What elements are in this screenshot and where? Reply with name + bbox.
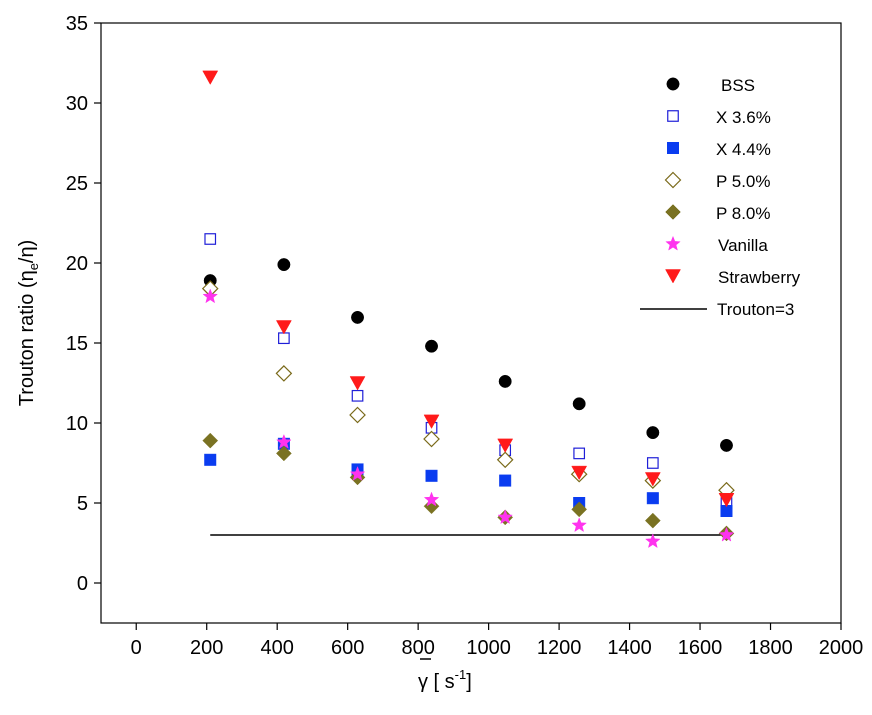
point-0-2 [351,310,364,324]
point-1-0 [204,233,217,245]
x-tick-label-0: 0 [131,637,142,659]
legend-label-3: P 5.0% [716,172,771,191]
point-4-5 [571,501,588,518]
legend-symbol-6 [665,269,681,284]
y-tick-label-5: 5 [77,493,88,515]
plot-frame [100,22,842,624]
point-2-0 [204,453,217,466]
point-1-6 [646,457,659,469]
y-tick-label-30: 30 [66,93,88,115]
point-1-1 [278,332,290,345]
point-0-7 [720,438,733,452]
point-5-5 [571,517,587,533]
point-0-6 [646,426,660,440]
svg-text:γ [ s-1]: γ [ s-1] [418,667,472,693]
point-0-1 [277,258,291,272]
point-2-3 [425,469,438,482]
point-5-3 [423,491,440,507]
point-6-3 [423,414,440,429]
y-tick-label-15: 15 [66,333,88,355]
point-6-4 [497,438,514,453]
point-0-3 [425,339,438,353]
x-tick-label-1000: 1000 [466,637,511,659]
point-5-1 [276,434,292,449]
legend-symbol-1 [667,110,679,122]
point-3-2 [349,406,366,424]
x-tick-label-1600: 1600 [678,637,723,659]
axis-ticks: 0 200 400 600 800 1000 1200 1400 1600 1800 2000 0 5 1… [66,13,864,659]
point-3-3 [423,430,440,448]
x-axis-label-unit-close: ] [466,671,472,693]
y-tick-label-0: 0 [77,573,88,595]
y-tick-label-35: 35 [66,13,88,35]
x-tick-label-600: 600 [331,637,364,659]
x-tick-label-200: 200 [190,637,223,659]
point-5-4 [497,509,513,525]
y-axis-label-rest: /η) [16,240,38,263]
legend-label-1: X 3.6% [716,108,771,127]
y-tick-label-25: 25 [66,173,88,195]
point-6-6 [644,472,661,487]
point-3-1 [275,365,293,382]
point-5-7 [718,526,735,542]
data-points [201,70,735,549]
point-1-2 [351,389,364,402]
x-tick-label-2000: 2000 [819,637,864,659]
series-bss [203,258,733,452]
point-4-6 [644,512,661,529]
x-tick-label-1200: 1200 [537,637,582,659]
legend-label-2: X 4.4% [716,140,771,159]
legend-label-4: P 8.0% [716,204,771,223]
point-5-2 [349,466,366,481]
x-tick-label-1800: 1800 [748,637,793,659]
x-tick-label-400: 400 [261,637,294,659]
point-5-0 [202,288,219,304]
point-4-1 [276,445,292,462]
point-6-2 [349,376,366,391]
point-0-4 [498,374,512,388]
legend-symbol-0 [666,77,680,91]
point-0-5 [572,397,586,411]
point-6-7 [718,493,735,508]
series-strawberry [202,70,735,508]
legend-label-0: BSS [721,76,755,95]
point-6-1 [275,320,292,335]
y-axis-label: Trouton ratio (ηe/η) [16,240,41,407]
legend: BSS X 3.6% X 4.4% P 5.0% P 8.0% Vanilla Strawb… [640,76,801,319]
point-1-5 [573,447,586,460]
y-tick-label-10: 10 [66,413,88,435]
point-6-5 [571,465,588,481]
y-axis-label-main: Trouton ratio (η [16,270,38,406]
x-tick-label-800: 800 [401,637,434,659]
point-2-4 [499,474,512,487]
legend-label-5: Vanilla [718,236,768,255]
x-axis-label-unit-open: [ s [428,671,455,693]
legend-symbol-3 [664,171,682,189]
point-6-0 [202,70,219,85]
legend-label-trouton: Trouton=3 [717,300,794,319]
x-axis-label-unit-exp: -1 [455,667,467,682]
y-axis-label-sub: e [26,263,41,270]
point-2-6 [646,492,659,505]
y-tick-label-20: 20 [66,253,88,275]
x-tick-label-1400: 1400 [607,637,652,659]
legend-label-6: Strawberry [718,268,801,287]
x-axis-label: γ [ s-1] [418,658,472,693]
point-5-6 [645,533,661,549]
point-4-0 [202,432,219,449]
legend-symbol-4 [665,204,681,220]
point-3-4 [496,451,514,469]
legend-symbol-5 [665,235,681,251]
point-4-3 [423,498,440,515]
x-axis-label-main: γ [418,671,428,693]
legend-symbol-2 [667,142,679,154]
series-vanilla [202,288,735,549]
